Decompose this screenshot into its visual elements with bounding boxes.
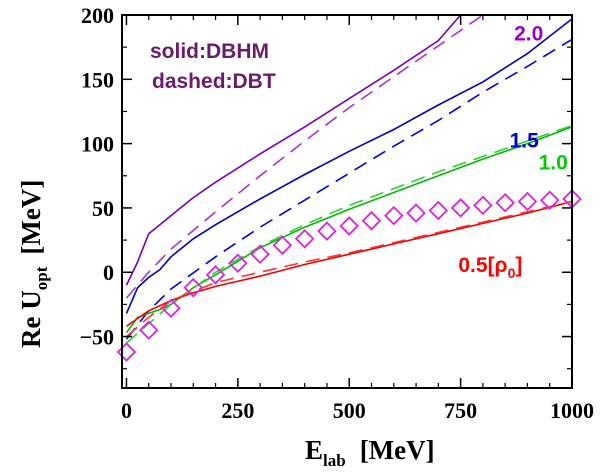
marker-layer — [116, 189, 582, 362]
series-1_0-dbt — [125, 124, 572, 344]
x-axis-title: Elab [MeV] — [305, 435, 435, 470]
x-axis-title-sub: lab — [323, 451, 346, 470]
x-axis-title-unit: [MeV] — [360, 435, 435, 465]
y-tick-label: 200 — [81, 3, 114, 28]
y-tick-label: 150 — [81, 67, 114, 92]
data-marker — [138, 320, 159, 340]
x-tick-label: 1000 — [550, 398, 594, 423]
y-axis-title-unit: [MeV] — [16, 180, 46, 255]
y-axis-title-main: Re U — [16, 290, 46, 348]
series-2_0-dbt — [125, 15, 484, 299]
density-label: 1.0 — [539, 151, 568, 174]
legend-dashed: dashed:DBT — [152, 70, 276, 93]
data-marker — [473, 195, 493, 216]
series-1_0-dbhm — [125, 126, 572, 334]
annotation-layer: 2.0 1.51.0 0.5[ρ0] — [458, 23, 567, 282]
series-1_5-dbhm — [125, 18, 572, 314]
data-marker — [183, 277, 204, 298]
data-marker — [317, 221, 337, 241]
legend-solid: solid:DBHM — [150, 40, 269, 63]
y-tick-label: 100 — [81, 132, 114, 157]
y-tick-label: 0 — [103, 260, 114, 285]
legend-text: solid:DBHM dashed:DBT — [150, 40, 276, 93]
data-marker — [116, 342, 137, 362]
data-marker — [384, 205, 404, 226]
data-marker — [250, 244, 270, 265]
data-marker — [205, 265, 226, 285]
density-label: 1.5 — [510, 129, 540, 152]
series-2_0-dbhm — [125, 15, 462, 286]
series-1_5-dbt — [125, 38, 572, 340]
x-tick-label: 750 — [444, 398, 477, 423]
y-axis-title-sub: opt — [32, 266, 51, 290]
x-tick-label: 0 — [121, 398, 132, 423]
tick-layer: 0 250 500 750 1000 −50 0 50 100 150 200 — [79, 3, 594, 423]
y-tick-label: 50 — [92, 196, 114, 221]
density-label: 0.5[ρ0] — [458, 254, 522, 281]
x-tick-label: 250 — [221, 398, 254, 423]
y-axis-title: Re Uopt [MeV] — [16, 180, 51, 348]
data-marker — [228, 253, 248, 274]
data-marker — [294, 229, 315, 249]
data-marker — [495, 193, 515, 213]
data-marker — [361, 211, 382, 231]
data-marker — [517, 191, 538, 212]
plot-frame — [121, 14, 573, 389]
x-axis-title-main: E — [305, 435, 323, 465]
data-marker — [339, 216, 360, 236]
data-marker — [450, 198, 471, 218]
data-marker — [161, 298, 181, 319]
data-marker — [406, 203, 426, 223]
data-marker — [272, 235, 293, 256]
data-marker — [539, 190, 560, 210]
x-tick-label: 500 — [333, 398, 366, 423]
density-label: 2.0 — [514, 23, 543, 46]
series-layer — [125, 15, 572, 344]
y-tick-label: −50 — [79, 325, 114, 350]
data-marker — [428, 200, 449, 221]
series-0_5-dbhm — [126, 200, 572, 327]
